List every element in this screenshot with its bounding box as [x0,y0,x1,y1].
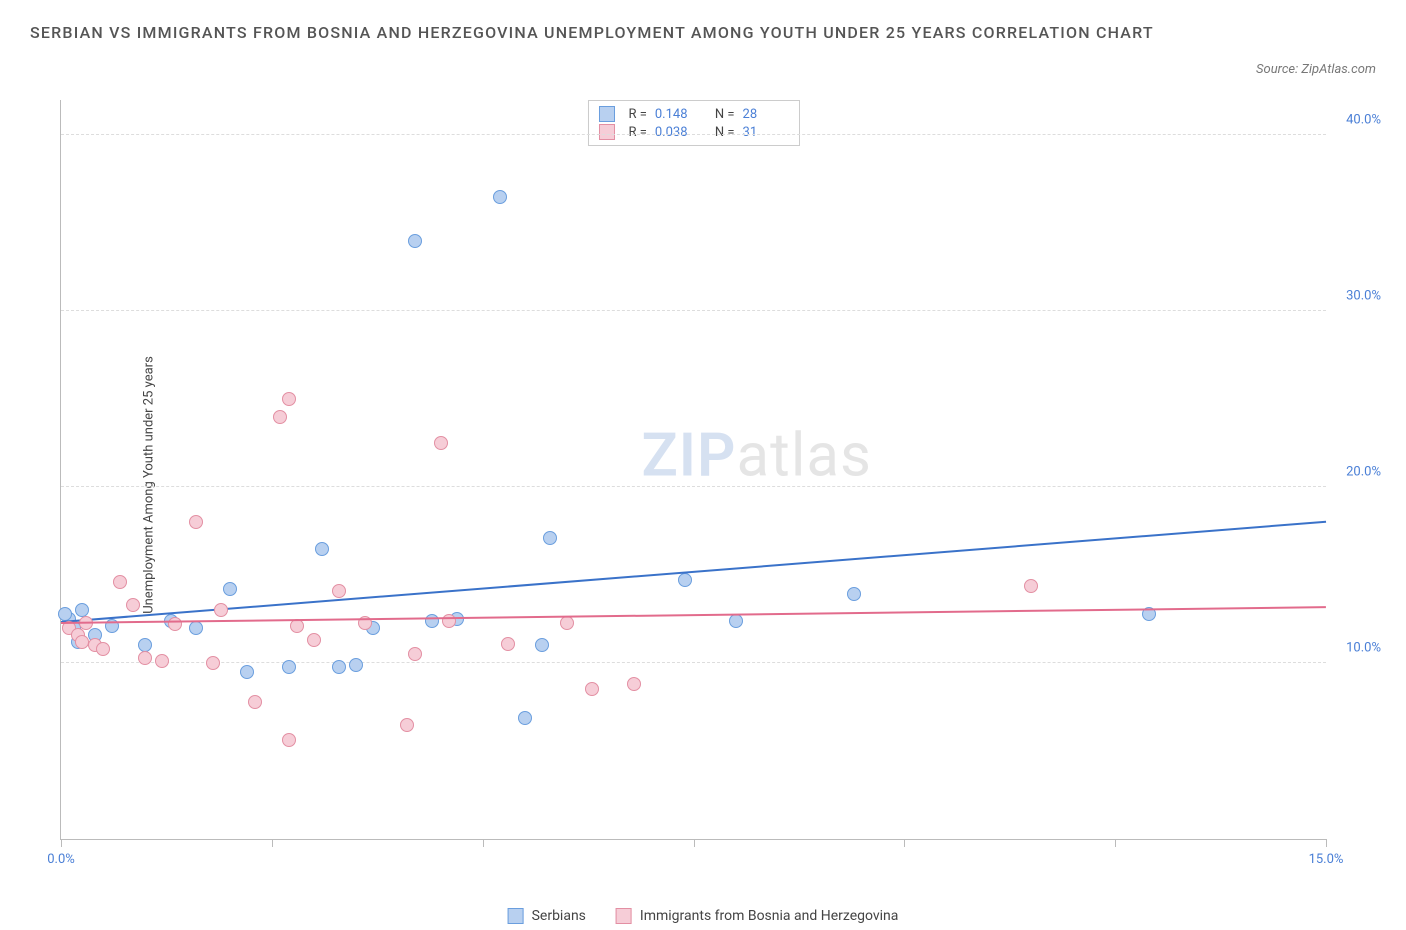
swatch-serbians [598,106,614,122]
data-point [408,647,422,661]
data-point [96,642,110,656]
data-point [290,619,304,633]
data-point [678,573,692,587]
data-point [425,614,439,628]
data-point [248,695,262,709]
data-point [155,654,169,668]
x-tick [272,839,273,847]
legend-correlation: R = 0.148 N = 28 R = 0.038 N = 31 [587,100,799,146]
data-point [240,665,254,679]
plot-area: ZIPatlas R = 0.148 N = 28 R = 0.038 N = … [60,100,1326,840]
data-point [847,587,861,601]
x-tick [61,839,62,847]
gridline [61,310,1326,311]
data-point [627,677,641,691]
data-point [282,733,296,747]
data-point [189,621,203,635]
data-point [518,711,532,725]
trendline [61,520,1326,622]
plot-container: Unemployment Among Youth under 25 years … [60,100,1386,870]
data-point [315,542,329,556]
legend-label-serbians: Serbians [532,908,586,924]
x-tick-label: 0.0% [47,852,75,867]
chart-title: SERBIAN VS IMMIGRANTS FROM BOSNIA AND HE… [30,20,1376,46]
legend-series: Serbians Immigrants from Bosnia and Herz… [508,908,899,924]
source-attribution: Source: ZipAtlas.com [1256,62,1376,77]
x-tick [904,839,905,847]
data-point [442,614,456,628]
data-point [214,603,228,617]
data-point [189,515,203,529]
y-tick-label: 40.0% [1346,113,1381,128]
data-point [434,436,448,450]
x-tick [694,839,695,847]
data-point [729,614,743,628]
data-point [282,660,296,674]
data-point [282,392,296,406]
trendline [61,607,1326,625]
gridline [61,486,1326,487]
x-tick [1326,839,1327,847]
watermark: ZIPatlas [641,419,872,490]
x-tick-label: 15.0% [1309,852,1344,867]
legend-row-bosnia: R = 0.038 N = 31 [598,123,788,141]
legend-label-bosnia: Immigrants from Bosnia and Herzegovina [640,908,899,924]
data-point [206,656,220,670]
y-tick-label: 10.0% [1346,641,1381,656]
data-point [223,582,237,596]
data-point [535,638,549,652]
data-point [349,658,363,672]
data-point [113,575,127,589]
y-tick-label: 20.0% [1346,465,1381,480]
data-point [168,617,182,631]
gridline [61,662,1326,663]
data-point [493,190,507,204]
data-point [138,651,152,665]
data-point [58,607,72,621]
x-tick [1115,839,1116,847]
data-point [408,234,422,248]
data-point [543,531,557,545]
data-point [332,660,346,674]
swatch-bosnia-b [616,908,632,924]
y-tick-label: 30.0% [1346,289,1381,304]
data-point [273,410,287,424]
data-point [501,637,515,651]
gridline [61,134,1326,135]
legend-row-serbians: R = 0.148 N = 28 [598,105,788,123]
data-point [307,633,321,647]
swatch-serbians-b [508,908,524,924]
data-point [400,718,414,732]
data-point [1024,579,1038,593]
legend-item-bosnia: Immigrants from Bosnia and Herzegovina [616,908,899,924]
x-tick [483,839,484,847]
legend-item-serbians: Serbians [508,908,586,924]
data-point [332,584,346,598]
data-point [126,598,140,612]
swatch-bosnia [598,124,614,140]
data-point [585,682,599,696]
